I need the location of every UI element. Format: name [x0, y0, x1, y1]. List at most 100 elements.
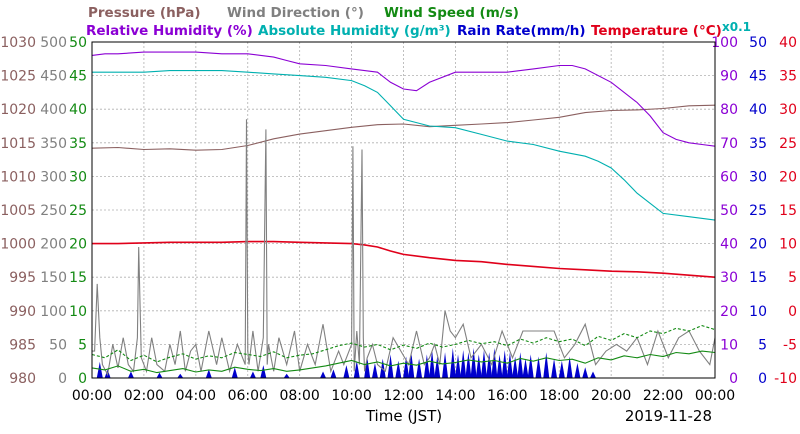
- x-tick: 18:00: [539, 388, 579, 404]
- x-tick: 22:00: [643, 388, 683, 404]
- rain-rate-bar: [283, 373, 290, 378]
- y-tick-wind_speed: 45: [69, 69, 87, 85]
- x-tick: 02:00: [124, 388, 164, 404]
- y-tick-humidity: 0: [729, 371, 738, 387]
- x-tick: 10:00: [331, 388, 371, 404]
- y-tick-wind_direction: 100: [40, 304, 67, 320]
- y-tick-temperature: 5: [788, 270, 797, 286]
- y-tick-pressure: 985: [9, 337, 36, 353]
- y-tick-rain_rate: 5: [758, 337, 767, 353]
- x-tick: 14:00: [435, 388, 475, 404]
- y-tick-temperature: 40: [779, 35, 797, 51]
- y-tick-rain_rate: 50: [749, 35, 767, 51]
- y-tick-rain_rate: 35: [749, 136, 767, 152]
- x-tick: 16:00: [487, 388, 527, 404]
- rain-rate-bar: [249, 371, 256, 378]
- rain-rate-bar: [379, 358, 386, 378]
- y-tick-pressure: 1030: [0, 35, 36, 51]
- y-tick-temperature: 10: [779, 237, 797, 253]
- y-tick-pressure: 980: [9, 371, 36, 387]
- rain-rate-bar: [177, 373, 184, 378]
- y-tick-pressure: 1025: [0, 69, 36, 85]
- rain-rate-bar: [416, 358, 423, 378]
- legend-absolute-humidity: Absolute Humidity (g/m³): [258, 23, 451, 39]
- y-tick-rain_rate: 0: [758, 371, 767, 387]
- y-tick-wind_direction: 150: [40, 270, 67, 286]
- y-tick-humidity: 10: [720, 337, 738, 353]
- rain-rate-bar: [429, 350, 436, 378]
- series-line-3: [92, 240, 716, 278]
- x-tick: 20:00: [591, 388, 631, 404]
- y-tick-pressure: 1000: [0, 237, 36, 253]
- y-tick-wind_direction: 50: [49, 337, 67, 353]
- y-tick-humidity: 40: [720, 237, 738, 253]
- y-tick-wind_speed: 20: [69, 237, 87, 253]
- rain-rate-bar: [551, 358, 558, 378]
- y-tick-temperature: 25: [779, 136, 797, 152]
- y-tick-rain_rate: 10: [749, 304, 767, 320]
- rain-rate-bar: [455, 354, 462, 378]
- legend-wind-direction: Wind Direction (°): [227, 5, 364, 21]
- legend-wind-speed: Wind Speed (m/s): [384, 5, 519, 21]
- y-tick-rain_rate: 25: [749, 203, 767, 219]
- series-line-6: [91, 325, 716, 363]
- y-tick-temperature: 15: [779, 203, 797, 219]
- rain-rate-bar: [96, 361, 103, 378]
- legend-rain-rate: Rain Rate(mm/h): [457, 23, 586, 39]
- y-tick-humidity: 20: [720, 304, 738, 320]
- legend-temperature: Temperature (°C): [591, 23, 722, 39]
- rain-rate-bar: [423, 354, 430, 378]
- y-tick-temperature: 35: [779, 69, 797, 85]
- rain-scale-note: x0.1: [722, 20, 751, 34]
- y-tick-temperature: -5: [783, 337, 797, 353]
- rain-rate-bar: [330, 369, 337, 378]
- y-tick-rain_rate: 40: [749, 102, 767, 118]
- rain-rate-bar: [535, 356, 542, 378]
- rain-rate-bar: [522, 358, 529, 378]
- rain-rate-bar: [527, 354, 534, 378]
- rain-rate-bar: [496, 354, 503, 378]
- y-tick-humidity: 50: [720, 203, 738, 219]
- rain-rate-bar: [506, 352, 513, 378]
- rain-rate-bar: [517, 352, 524, 378]
- y-tick-rain_rate: 15: [749, 270, 767, 286]
- y-tick-wind_speed: 15: [69, 270, 87, 286]
- y-tick-wind_speed: 40: [69, 102, 87, 118]
- rain-rate-bar: [260, 365, 267, 378]
- y-tick-humidity: 80: [720, 102, 738, 118]
- y-tick-wind_direction: 250: [40, 203, 67, 219]
- y-tick-pressure: 1015: [0, 136, 36, 152]
- rain-rate-bar: [512, 356, 519, 378]
- y-tick-rain_rate: 30: [749, 169, 767, 185]
- y-tick-wind_direction: 300: [40, 169, 67, 185]
- y-tick-wind_direction: 350: [40, 136, 67, 152]
- y-tick-humidity: 100: [711, 35, 738, 51]
- y-tick-rain_rate: 20: [749, 237, 767, 253]
- y-tick-wind_direction: 450: [40, 69, 67, 85]
- y-tick-wind_speed: 35: [69, 136, 87, 152]
- rain-rate-bar: [343, 365, 350, 378]
- rain-rate-bar: [127, 371, 134, 378]
- y-tick-wind_speed: 25: [69, 203, 87, 219]
- y-tick-pressure: 1010: [0, 169, 36, 185]
- y-tick-pressure: 1020: [0, 102, 36, 118]
- series-line-1: [91, 51, 716, 147]
- y-tick-pressure: 995: [9, 270, 36, 286]
- y-tick-wind_speed: 0: [78, 371, 87, 387]
- rain-rate-bar: [465, 352, 472, 378]
- rain-rate-bar: [408, 352, 415, 378]
- rain-rate-bar: [205, 369, 212, 378]
- series-lines: [91, 51, 716, 377]
- rain-rate-bar: [589, 371, 596, 378]
- y-tick-wind_speed: 30: [69, 169, 87, 185]
- x-tick: 04:00: [176, 388, 216, 404]
- y-tick-pressure: 990: [9, 304, 36, 320]
- series-line-2: [92, 70, 716, 221]
- y-tick-humidity: 60: [720, 169, 738, 185]
- y-tick-humidity: 30: [720, 270, 738, 286]
- rain-rate-bar: [434, 356, 441, 378]
- rain-rate-bar: [403, 356, 410, 378]
- rain-rate-bar: [582, 367, 589, 378]
- rain-rate-bar: [156, 372, 163, 378]
